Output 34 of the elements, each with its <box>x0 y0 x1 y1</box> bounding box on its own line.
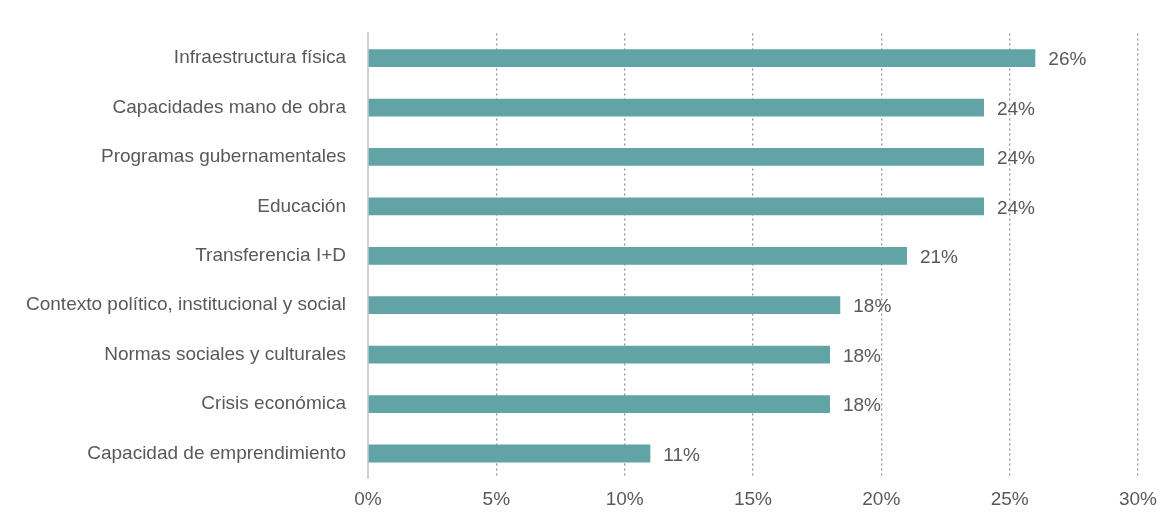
bar <box>368 296 841 315</box>
bar <box>368 98 984 117</box>
y-tick-label: Contexto político, institucional y social <box>25 293 346 315</box>
data-label: 24% <box>996 196 1036 218</box>
y-tick-label: Crisis económica <box>201 392 347 414</box>
data-label: 11% <box>663 443 701 465</box>
y-tick-label: Normas sociales y culturales <box>104 342 346 364</box>
bar <box>368 49 1036 68</box>
data-label: 26% <box>1048 48 1087 70</box>
data-label: 18% <box>842 344 882 366</box>
y-tick-label: Programas gubernamentales <box>100 145 346 167</box>
data-label: 21% <box>919 246 959 268</box>
x-tick-label: 0% <box>354 487 382 509</box>
y-tick-label: Capacidades mano de obra <box>112 95 347 117</box>
bar <box>368 197 984 216</box>
x-tick-label: 30% <box>1118 487 1158 509</box>
x-tick-label: 15% <box>733 487 773 509</box>
x-tick-label: 20% <box>862 487 901 509</box>
y-tick-label: Transferencia I+D <box>195 244 346 266</box>
y-tick-label: Infraestructura física <box>173 46 347 68</box>
data-label: 18% <box>853 295 892 317</box>
bar <box>368 148 984 166</box>
x-tick-label: 10% <box>605 487 644 509</box>
data-label: 24% <box>996 97 1036 119</box>
x-tick-label: 5% <box>482 487 511 509</box>
bar <box>368 444 651 463</box>
bar <box>368 246 907 265</box>
data-label: 18% <box>842 394 882 416</box>
x-tick-label: 25% <box>990 487 1029 509</box>
bar <box>368 345 830 364</box>
bar <box>368 395 830 413</box>
y-tick-label: Capacidad de emprendimiento <box>87 441 346 463</box>
data-label: 24% <box>996 147 1036 169</box>
y-tick-label: Educación <box>257 194 346 216</box>
